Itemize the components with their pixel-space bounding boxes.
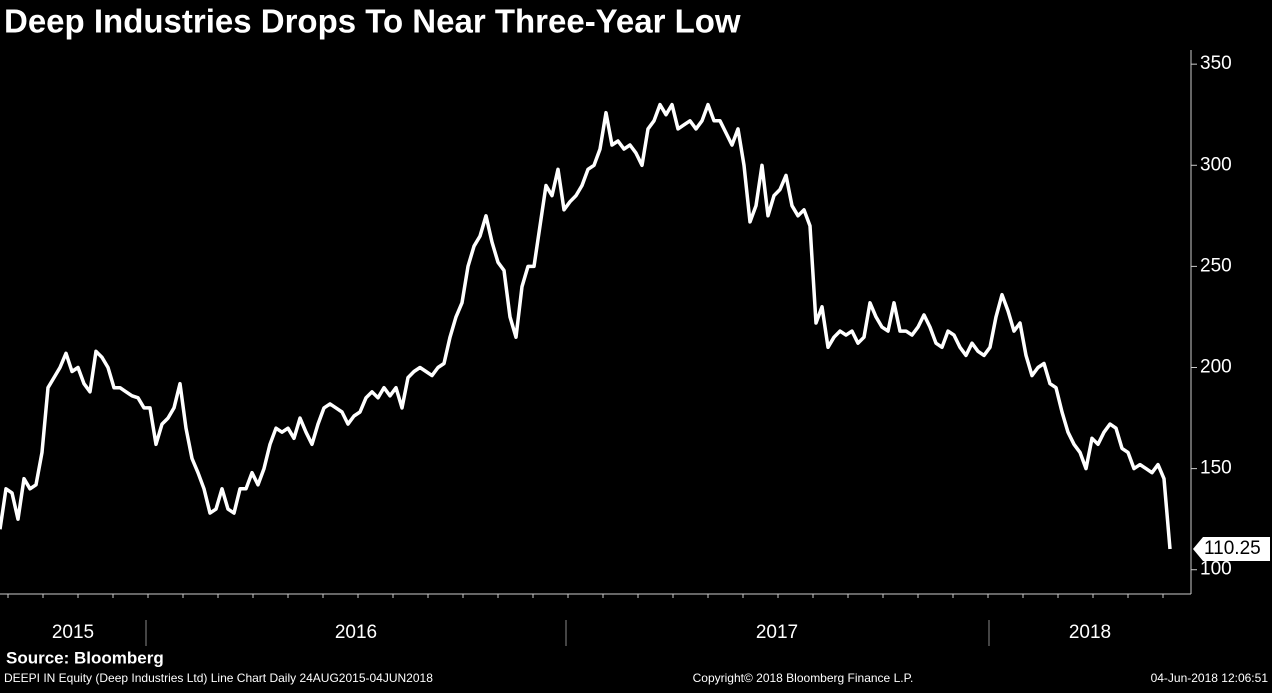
y-tick-label: 200 xyxy=(1200,357,1232,378)
chart-title: Deep Industries Drops To Near Three-Year… xyxy=(4,3,741,40)
y-tick-label: 350 xyxy=(1200,53,1232,74)
source: Source: Bloomberg xyxy=(6,648,164,667)
footer-right: 04-Jun-2018 12:06:51 xyxy=(1151,671,1269,685)
x-tick-label: 2015 xyxy=(52,622,94,643)
footer-left: DEEPI IN Equity (Deep Industries Ltd) Li… xyxy=(4,671,433,685)
x-tick-label: 2018 xyxy=(1069,622,1111,643)
y-tick-label: 250 xyxy=(1200,255,1232,276)
footer-center: Copyright© 2018 Bloomberg Finance L.P. xyxy=(693,671,914,685)
price-line xyxy=(0,102,1172,550)
last-value-label: 110.25 xyxy=(1204,538,1261,559)
x-tick-label: 2016 xyxy=(335,622,377,643)
x-tick-label: 2017 xyxy=(756,622,798,643)
last-value-box xyxy=(1193,537,1270,562)
y-tick-label: 100 xyxy=(1200,559,1232,580)
y-tick-label: 150 xyxy=(1200,458,1232,479)
y-tick-label: 300 xyxy=(1200,154,1232,175)
